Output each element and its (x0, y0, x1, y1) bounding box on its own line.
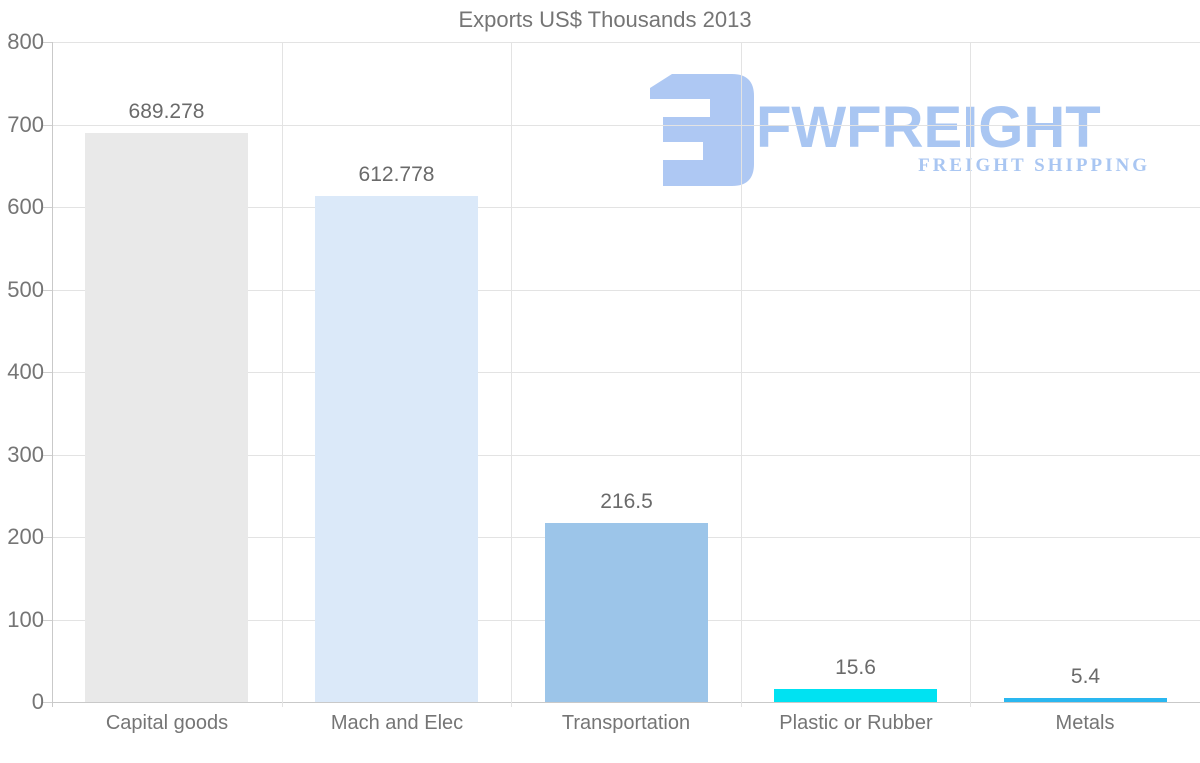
category-separator-2 (511, 42, 512, 707)
ytick-label-500: 500 (7, 276, 44, 302)
plot-area: 689.278 612.778 216.5 15.6 5.4 (42, 42, 1200, 707)
ytick-label-0: 0 (31, 689, 44, 714)
gridline-y-400 (52, 372, 1200, 373)
bar-value-metals: 5.4 (1070, 665, 1101, 688)
ytick-label-200: 200 (7, 524, 44, 549)
ytick-mark-100 (42, 619, 52, 621)
ytick-mark-400 (42, 372, 52, 373)
ytick-mark-800 (42, 42, 52, 43)
ytick-label-400: 400 (7, 359, 44, 384)
bar-transportation (545, 523, 708, 702)
gridline-y-700 (52, 124, 1200, 126)
xtick-label-plastic-or-rubber: Plastic or Rubber (779, 712, 933, 734)
gridline-y-300 (52, 454, 1200, 456)
ytick-mark-200 (42, 537, 52, 538)
bar-capital-goods (85, 133, 248, 702)
bar-value-plastic-or-rubber: 15.6 (835, 656, 876, 679)
fwfreight-logo-text: FWFREIGHT FREIGHT SHIPPING (756, 70, 1158, 185)
y-axis-line (52, 42, 53, 707)
xtick-label-capital-goods: Capital goods (105, 712, 229, 734)
bar-mach-and-elec (315, 196, 478, 702)
xtick-label-transportation: Transportation (561, 712, 691, 734)
ytick-mark-600 (42, 207, 52, 208)
gridline-y-600 (52, 207, 1200, 208)
gridline-y-500 (52, 289, 1200, 291)
brand-name: FWFREIGHT (756, 95, 1101, 160)
category-separator-1 (282, 42, 283, 707)
chart-title: Exports US$ Thousands 2013 (458, 7, 752, 32)
ytick-label-700: 700 (7, 111, 44, 137)
ytick-label-300: 300 (7, 441, 44, 467)
xtick-label-mach-and-elec: Mach and Elec (330, 712, 464, 734)
brand-tagline: FREIGHT SHIPPING (918, 155, 1150, 176)
bar-value-mach-and-elec: 612.778 (358, 163, 435, 186)
bar-value-capital-goods: 689.278 (128, 100, 205, 123)
ytick-label-800: 800 (7, 29, 44, 54)
ytick-mark-300 (42, 454, 52, 456)
gridline-y-800 (52, 42, 1200, 43)
bar-metals (1004, 698, 1167, 702)
fwfreight-logo-icon (650, 74, 754, 186)
bar-value-transportation: 216.5 (600, 490, 653, 513)
ytick-mark-0 (42, 702, 52, 703)
gridline-y-0 (52, 702, 1200, 703)
xtick-label-metals: Metals (1055, 712, 1115, 734)
ytick-label-100: 100 (7, 606, 44, 632)
category-separator-3 (741, 42, 742, 707)
category-separator-4 (970, 42, 971, 707)
ytick-mark-700 (42, 124, 52, 126)
ytick-label-600: 600 (7, 194, 44, 219)
fwfreight-watermark: FWFREIGHT FREIGHT SHIPPING (648, 70, 1158, 186)
bar-plastic-or-rubber (774, 689, 937, 702)
ytick-mark-500 (42, 289, 52, 291)
